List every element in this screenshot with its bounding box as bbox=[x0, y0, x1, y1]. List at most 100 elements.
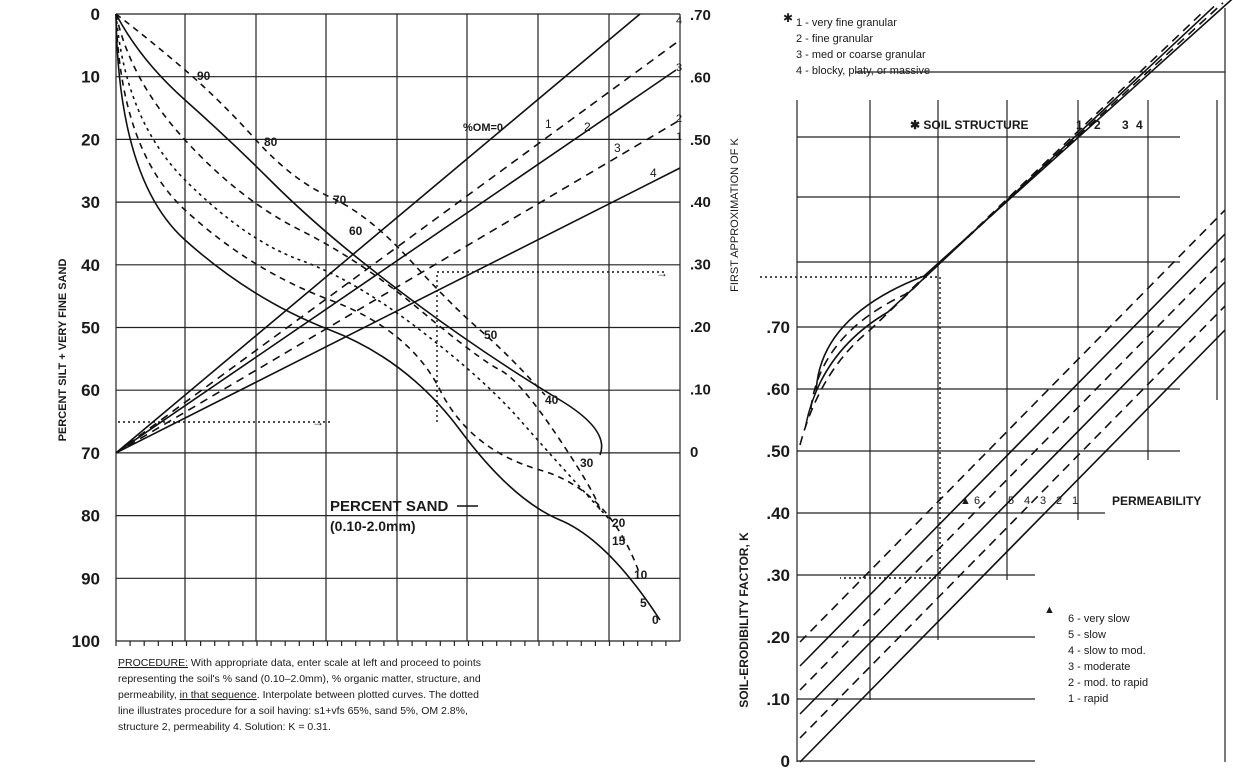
left-y-tick: 10 bbox=[81, 68, 100, 87]
om-line bbox=[115, 39, 681, 454]
permeability-line bbox=[799, 257, 1226, 691]
right-y-tick: .70 bbox=[766, 318, 790, 337]
left-y-tick: 40 bbox=[81, 256, 100, 275]
procedure-line-4: line illustrates procedure for a soil ha… bbox=[118, 705, 468, 717]
structure-legend-item: 1 - very fine granular bbox=[796, 17, 897, 29]
permeability-legend-item: 5 - slow bbox=[1068, 629, 1106, 641]
right-axis-line-number-4: 4 bbox=[676, 15, 682, 27]
first-approx-k-tick: .10 bbox=[690, 381, 711, 398]
sand-curve-label: 5 bbox=[640, 596, 647, 610]
left-y-tick: 60 bbox=[81, 381, 100, 400]
permeability-line bbox=[799, 233, 1226, 667]
right-y-tick-labels: .70 .60 .50 .40 .30 .20 .10 0 bbox=[766, 318, 790, 771]
organic-matter-lines bbox=[115, 13, 681, 454]
permeability-line bbox=[799, 329, 1226, 763]
right-y-axis-label: SOIL-ERODIBILITY FACTOR, K bbox=[737, 532, 751, 708]
procedure-text: PROCEDURE: With appropriate data, enter … bbox=[118, 657, 481, 733]
sand-curve-label: 0 bbox=[652, 613, 659, 627]
procedure-line-3a: permeability, bbox=[118, 689, 180, 701]
sand-curve-label: 15 bbox=[612, 534, 626, 548]
sand-curve-label: 50 bbox=[484, 328, 498, 342]
left-panel-grid bbox=[115, 13, 681, 646]
permeability-line-label: 5 bbox=[1008, 495, 1014, 507]
first-approx-k-tick: .40 bbox=[690, 194, 711, 211]
right-axis-line-number-2: 2 bbox=[676, 113, 682, 125]
left-y-axis-label: PERCENT SILT + VERY FINE SAND bbox=[57, 259, 69, 442]
sand-size-label: (0.10-2.0mm) bbox=[330, 518, 416, 534]
om-line bbox=[115, 69, 677, 454]
right-panel-grid bbox=[796, 8, 1226, 762]
percent-sand-label: PERCENT SAND bbox=[330, 498, 449, 515]
left-y-tick: 30 bbox=[81, 193, 100, 212]
permeability-line bbox=[799, 209, 1226, 643]
right-y-tick: .20 bbox=[766, 628, 790, 647]
sand-curve bbox=[115, 13, 661, 621]
om-line-label-3: 3 bbox=[614, 141, 621, 155]
svg-text:permeability, in that sequence: permeability, in that sequence. Interpol… bbox=[118, 689, 479, 701]
right-y-tick: .50 bbox=[766, 442, 790, 461]
structure-line-label-2: 2 bbox=[1094, 118, 1101, 132]
sand-curve-label: 10 bbox=[634, 568, 648, 582]
first-approx-k-tick: .30 bbox=[690, 257, 711, 274]
permeability-line-label: 4 bbox=[1024, 495, 1030, 507]
first-approx-k-tick: .70 bbox=[690, 7, 711, 24]
procedure-line-3c: . Interpolate between plotted curves. Th… bbox=[257, 689, 479, 701]
soil-structure-title: ✱ SOIL STRUCTURE bbox=[910, 118, 1029, 132]
left-y-tick: 90 bbox=[81, 569, 100, 588]
structure-legend-marker: ✱ bbox=[783, 11, 793, 25]
right-y-tick: .60 bbox=[766, 380, 790, 399]
structure-line bbox=[810, 2, 1224, 410]
right-y-tick: .30 bbox=[766, 566, 790, 585]
first-approx-k-tick: .20 bbox=[690, 319, 711, 336]
first-approx-k-axis-label: FIRST APPROXIMATION OF K bbox=[729, 138, 741, 292]
permeability-legend-item: 6 - very slow bbox=[1068, 613, 1130, 625]
permeability-legend-item: 2 - mod. to rapid bbox=[1068, 677, 1148, 689]
procedure-line-2: representing the soil's % sand (0.10–2.0… bbox=[118, 673, 481, 685]
example-arrow-2: → bbox=[656, 266, 668, 280]
om-line-label-4: 4 bbox=[650, 166, 657, 180]
left-y-tick: 20 bbox=[81, 130, 100, 149]
right-axis-line-number-1: 1 bbox=[676, 131, 682, 143]
structure-line-label-1: 1 bbox=[1076, 118, 1083, 132]
left-y-tick: 70 bbox=[81, 444, 100, 463]
sand-curve-labels: 90 80 70 60 50 40 30 20 15 10 50 bbox=[197, 69, 659, 627]
right-y-tick: .10 bbox=[766, 690, 790, 709]
permeability-line-label: 2 bbox=[1056, 495, 1062, 507]
permeability-legend-item: 1 - rapid bbox=[1068, 693, 1108, 705]
om-line bbox=[115, 13, 641, 454]
left-y-tick: 100 bbox=[72, 632, 100, 651]
permeability-line bbox=[799, 281, 1226, 715]
sand-curve bbox=[115, 13, 611, 521]
procedure-heading: PROCEDURE: bbox=[118, 657, 188, 669]
sand-curve-label: 30 bbox=[580, 456, 594, 470]
om-line bbox=[115, 167, 681, 454]
om-line-label-1: 1 bbox=[545, 117, 552, 131]
left-y-tick: 50 bbox=[81, 319, 100, 338]
permeability-line-label: ▲ 6 bbox=[960, 495, 980, 507]
permeability-legend-item: 4 - slow to mod. bbox=[1068, 645, 1146, 657]
permeability-line-label: 3 bbox=[1040, 495, 1046, 507]
structure-legend-item: 4 - blocky, platy, or massive bbox=[796, 65, 930, 77]
first-approx-k-tick-labels: .70 .60 .50 .40 .30 .20 .10 0 bbox=[690, 7, 711, 461]
sand-curve bbox=[115, 13, 641, 576]
structure-legend-item: 3 - med or coarse granular bbox=[796, 49, 926, 61]
sand-curve bbox=[115, 13, 603, 456]
permeability-legend-marker: ▲ bbox=[1044, 604, 1055, 616]
structure-permeability-lines bbox=[799, 0, 1233, 763]
permeability-title: PERMEABILITY bbox=[1112, 494, 1201, 508]
sand-curve-label: 20 bbox=[612, 516, 626, 530]
right-y-tick: .40 bbox=[766, 504, 790, 523]
procedure-line-5: structure 2, permeability 4. Solution: K… bbox=[118, 721, 331, 733]
sand-curve bbox=[115, 13, 546, 396]
sand-curves bbox=[115, 13, 661, 621]
om-line-label-2: 2 bbox=[584, 120, 591, 134]
left-y-tick-labels: 0 10 20 30 40 50 60 70 80 90 100 bbox=[72, 5, 100, 651]
example-dotted-path bbox=[118, 271, 941, 579]
sand-curve-label: 40 bbox=[545, 393, 559, 407]
procedure-line-1: With appropriate data, enter scale at le… bbox=[188, 657, 481, 669]
structure-legend: ✱ 1 - very fine granular 2 - fine granul… bbox=[783, 11, 930, 77]
svg-text:PROCEDURE: With appropriate da: PROCEDURE: With appropriate data, enter … bbox=[118, 657, 481, 669]
permeability-legend: ▲ 6 - very slow 5 - slow 4 - slow to mod… bbox=[1044, 604, 1148, 705]
